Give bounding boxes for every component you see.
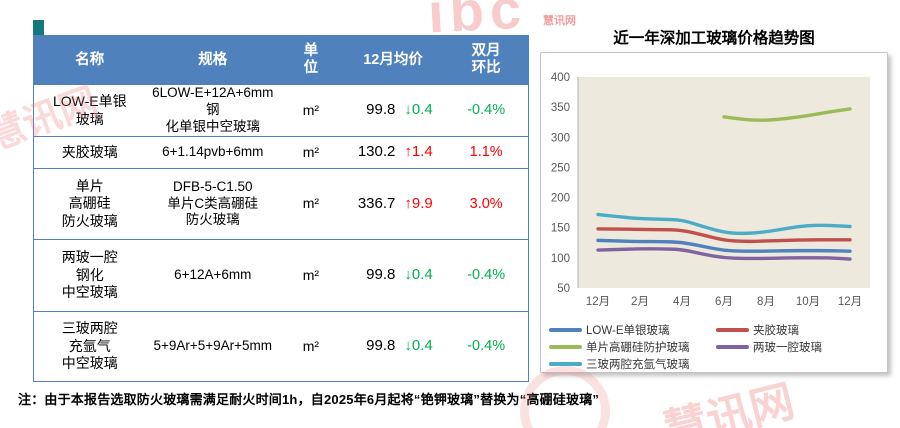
- row-mom: 1.1%: [469, 144, 503, 161]
- svg-text:2月: 2月: [631, 296, 649, 308]
- legend-item: 三玻两腔充氩气玻璃: [549, 357, 690, 371]
- corner-marker: [33, 20, 44, 36]
- chart-plot: 400 350 300 250 200 150 100 50 12月 2月 4月 6月 8月 10月 12月: [551, 72, 870, 308]
- legend-line-swatch: [716, 345, 749, 349]
- price-trend: ↓0.4: [404, 101, 433, 119]
- header-price: 12月均价: [363, 51, 423, 68]
- svg-text:250: 250: [551, 162, 570, 174]
- legend-label: 夹胶玻璃: [753, 325, 799, 337]
- row-mom: -0.4%: [467, 102, 506, 119]
- header-spec: 规格: [198, 51, 228, 68]
- row-name: LOW-E单银 玻璃: [52, 93, 127, 127]
- row-name: 夹胶玻璃: [61, 143, 118, 160]
- price-value: 99.8: [366, 266, 396, 284]
- row-unit: m²: [302, 143, 320, 160]
- price-trend: ↑1.4: [404, 143, 433, 161]
- chart-title: 近一年深加工玻璃价格趋势图: [613, 30, 815, 47]
- row-mom: 3.0%: [469, 195, 503, 212]
- svg-text:8月: 8月: [757, 296, 775, 308]
- svg-text:300: 300: [551, 132, 570, 144]
- row-mom: -0.4%: [467, 338, 506, 355]
- row-spec: DFB-5-C1.50 单片C类高硼硅 防火玻璃: [167, 178, 259, 228]
- row-price: 99.8 ↓0.4: [342, 85, 445, 136]
- legend-line-swatch: [549, 328, 582, 332]
- row-spec: 6LOW-E+12A+6mm钢 化单银中空玻璃: [152, 85, 274, 134]
- table-row: LOW-E单银 玻璃 6LOW-E+12A+6mm钢 化单银中空玻璃 m² 99…: [34, 84, 528, 136]
- price-value: 99.8: [366, 337, 396, 355]
- legend-label: 单片高硼硅防护玻璃: [586, 342, 690, 354]
- svg-text:4月: 4月: [673, 296, 691, 308]
- svg-text:350: 350: [551, 102, 570, 114]
- table-row: 夹胶玻璃 6+1.14pvb+6mm m² 130.2 ↑1.4 1.1%: [34, 136, 528, 168]
- row-spec: 6+12A+6mm: [174, 267, 252, 283]
- table-row: 单片 高硼硅 防火玻璃 DFB-5-C1.50 单片C类高硼硅 防火玻璃 m² …: [34, 168, 528, 239]
- legend-item: LOW-E单银玻璃: [549, 323, 670, 337]
- row-price: 336.7 ↑9.9: [342, 169, 445, 239]
- header-name: 名称: [75, 51, 105, 68]
- legend-line-swatch: [716, 328, 749, 332]
- legend-label: 两玻一腔玻璃: [753, 342, 822, 354]
- svg-text:12月: 12月: [586, 296, 610, 308]
- legend-label: 三玻两腔充氩气玻璃: [586, 359, 690, 371]
- svg-text:50: 50: [557, 283, 570, 295]
- svg-text:6月: 6月: [715, 296, 733, 308]
- header-unit: 单 位: [303, 43, 319, 76]
- row-spec: 6+1.14pvb+6mm: [162, 144, 264, 160]
- legend-item: 两玻一腔玻璃: [716, 340, 822, 354]
- row-name: 三玻两腔 充氩气 中空玻璃: [61, 320, 118, 372]
- table-header-row: 名称 规格 单 位 12月均价 双月 环比: [34, 36, 528, 84]
- svg-text:400: 400: [551, 72, 570, 84]
- legend-line-swatch: [549, 345, 582, 349]
- table-row: 三玻两腔 充氩气 中空玻璃 5+9Ar+5+9Ar+5mm m² 99.8 ↓0…: [34, 311, 528, 381]
- price-value: 336.7: [357, 194, 396, 212]
- price-trend: ↓0.4: [404, 266, 433, 284]
- price-trend: ↑9.9: [404, 194, 433, 212]
- legend-item: 夹胶玻璃: [716, 323, 799, 337]
- row-unit: m²: [302, 266, 320, 283]
- footnote: 注：由于本报告选取防火玻璃需满足耐火时间1h，自2025年6月起将“铯钾玻璃”替…: [18, 392, 600, 407]
- row-unit: m²: [302, 337, 320, 354]
- row-price: 99.8 ↓0.4: [342, 240, 445, 311]
- svg-text:12月: 12月: [838, 296, 862, 308]
- row-unit: m²: [302, 195, 320, 212]
- header-mom: 双月 环比: [471, 43, 501, 76]
- price-value: 99.8: [366, 101, 396, 119]
- legend-item: 单片高硼硅防护玻璃: [549, 340, 690, 354]
- row-mom: -0.4%: [467, 267, 506, 284]
- table-row: 两玻一腔 钢化 中空玻璃 6+12A+6mm m² 99.8 ↓0.4 -0.4…: [34, 239, 528, 311]
- price-table: 名称 规格 单 位 12月均价 双月 环比 LOW-E单银 玻璃 6LOW-E+…: [33, 35, 529, 382]
- row-name: 单片 高硼硅 防火玻璃: [61, 177, 118, 229]
- legend-line-swatch: [549, 362, 582, 366]
- row-price: 130.2 ↑1.4: [342, 137, 445, 168]
- legend-label: LOW-E单银玻璃: [586, 325, 670, 337]
- svg-text:200: 200: [551, 193, 570, 205]
- svg-text:10月: 10月: [796, 296, 820, 308]
- price-trend: ↓0.4: [404, 337, 433, 355]
- row-spec: 5+9Ar+5+9Ar+5mm: [153, 338, 273, 354]
- price-trend-chart: 400 350 300 250 200 150 100 50 12月 2月 4月 6月 8月 10月 12月…: [540, 52, 888, 373]
- svg-text:100: 100: [551, 253, 570, 265]
- row-name: 两玻一腔 钢化 中空玻璃: [61, 249, 118, 301]
- row-unit: m²: [302, 101, 320, 118]
- row-price: 99.8 ↓0.4: [342, 312, 445, 381]
- price-value: 130.2: [357, 143, 396, 161]
- svg-text:150: 150: [551, 223, 570, 235]
